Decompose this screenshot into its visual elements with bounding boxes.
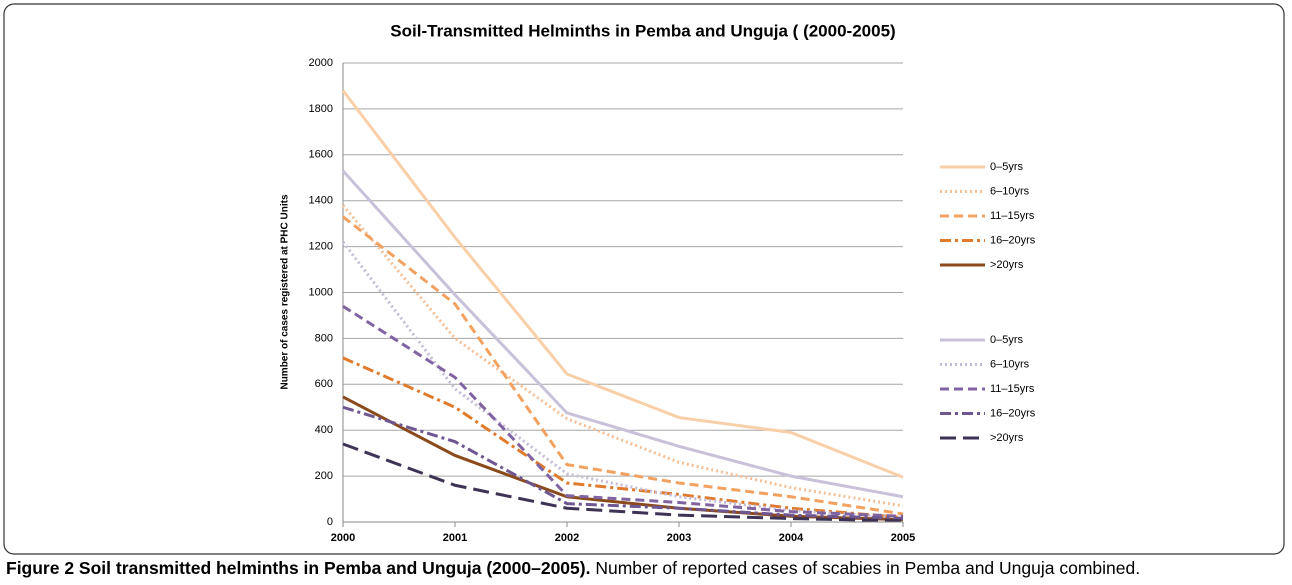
y-tick-label: 2000: [309, 57, 333, 69]
series-line: [342, 356, 904, 519]
series-line: [342, 305, 904, 518]
series-line: [341, 89, 904, 479]
chart: Soil-Transmitted Helminths in Pemba and …: [3, 3, 1285, 555]
x-tick-label: 2002: [555, 532, 579, 544]
legend-label: 16–20yrs: [990, 407, 1036, 419]
x-tick-label: 2000: [331, 532, 355, 544]
legend-label: 6–10yrs: [990, 185, 1030, 197]
chart-title: Soil-Transmitted Helminths in Pemba and …: [390, 21, 895, 40]
y-tick-label: 0: [327, 516, 333, 528]
caption-text: Number of reported cases of scabies in P…: [590, 558, 1141, 578]
legend-label: >20yrs: [990, 259, 1024, 271]
y-tick-label: 800: [315, 332, 333, 344]
y-tick-label: 1600: [309, 149, 333, 161]
x-tick-label: 2004: [779, 532, 804, 544]
legend-label: 11–15yrs: [990, 383, 1035, 395]
series-line: [342, 442, 904, 523]
x-tick-label: 2001: [443, 532, 467, 544]
legend-label: >20yrs: [990, 432, 1024, 444]
figure-caption: Figure 2 Soil transmitted helminths in P…: [6, 558, 1288, 579]
y-tick-label: 1400: [309, 195, 333, 207]
y-axis-label: Number of cases registered at PHC Units: [280, 194, 291, 389]
caption-title: Figure 2 Soil transmitted helminths in P…: [6, 558, 591, 578]
y-tick-label: 400: [315, 424, 333, 436]
series-line: [342, 405, 904, 521]
legend-label: 11–15yrs: [990, 210, 1035, 222]
legend-label: 0–5yrs: [990, 334, 1024, 346]
x-tick-label: 2005: [891, 532, 915, 544]
x-tick-label: 2003: [667, 532, 691, 544]
series-line: [341, 204, 904, 508]
y-tick-label: 1200: [309, 241, 333, 253]
y-tick-label: 600: [315, 378, 333, 390]
legend-label: 0–5yrs: [990, 161, 1024, 173]
legend-label: 6–10yrs: [990, 358, 1030, 370]
series-line: [342, 215, 904, 516]
y-tick-label: 200: [315, 470, 333, 482]
y-tick-label: 1000: [309, 286, 333, 298]
chart-frame: [3, 3, 1285, 555]
series-line: [341, 169, 904, 499]
y-tick-label: 1800: [309, 103, 333, 115]
legend-label: 16–20yrs: [990, 234, 1036, 246]
